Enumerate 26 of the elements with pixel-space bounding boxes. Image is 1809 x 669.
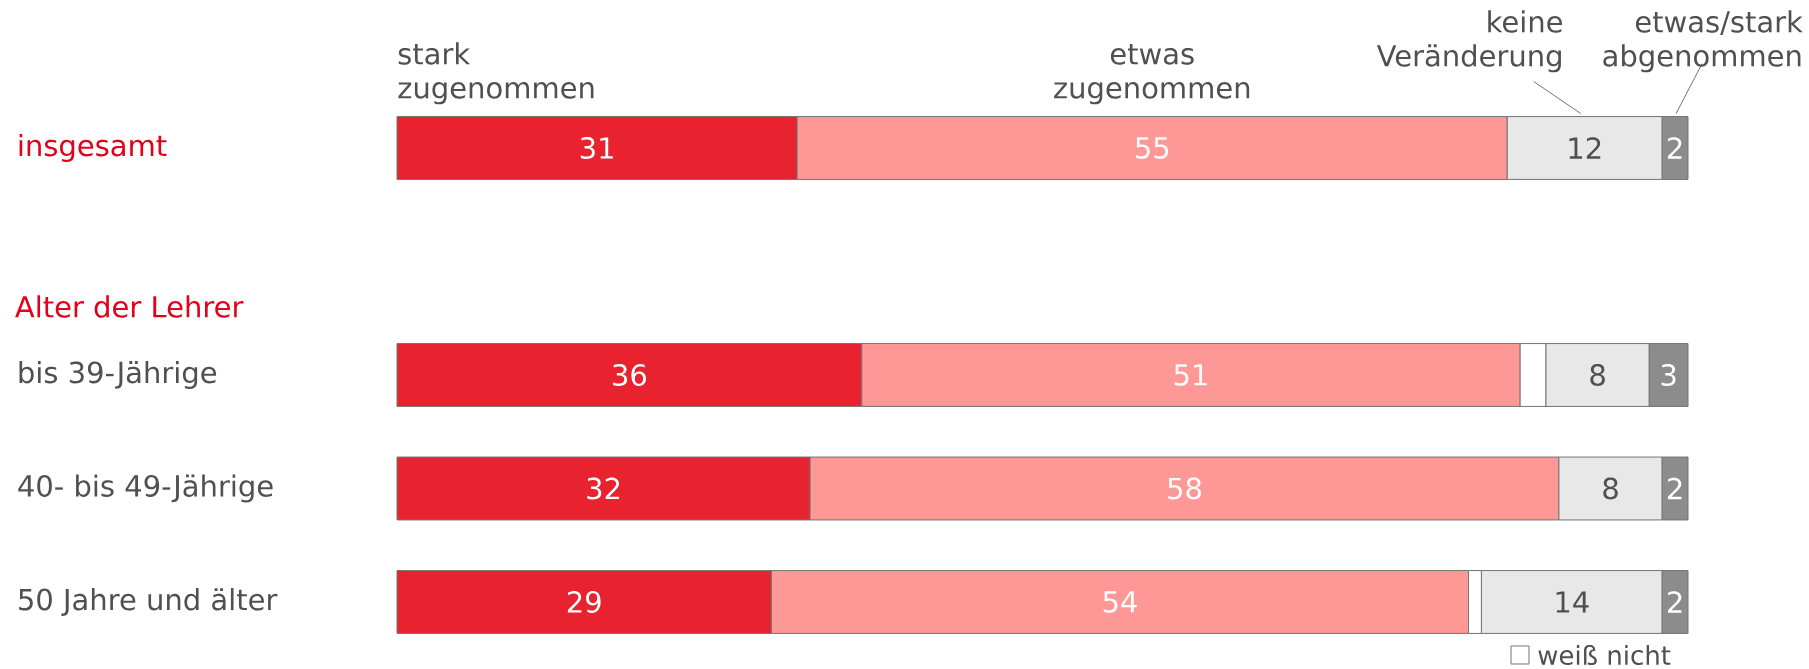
data-label: 2 xyxy=(1667,137,1682,159)
data-label: 51 xyxy=(1174,364,1207,386)
text: etwas/stark abgenommen xyxy=(1603,10,1803,73)
series-label: keine Veränderung xyxy=(1376,10,1562,73)
data-label: 14 xyxy=(1556,591,1589,613)
y-tick-label: bis 39-Jährige xyxy=(19,360,217,390)
data-label: 8 xyxy=(1590,364,1605,386)
data-label: 29 xyxy=(567,591,601,613)
text: Alter der Lehrer xyxy=(15,295,244,318)
y-tick-label: 40- bis 49-Jährige xyxy=(18,474,273,503)
legend-label: weiß nicht xyxy=(1538,644,1671,666)
data-label: 3 xyxy=(1661,364,1676,386)
data-label: 36 xyxy=(613,364,647,386)
y-tick-label: insgesamt xyxy=(19,133,167,163)
data-label: 8 xyxy=(1603,477,1618,500)
series-label: stark zugenommen xyxy=(398,42,594,105)
data-label: 12 xyxy=(1569,137,1601,159)
data-label: 32 xyxy=(587,477,620,500)
data-label: 58 xyxy=(1168,477,1201,500)
series-label: etwas zugenommen xyxy=(1054,43,1250,105)
data-label: 2 xyxy=(1667,477,1682,500)
y-tick-label: 50 Jahre und älter xyxy=(19,588,278,616)
data-label: 2 xyxy=(1667,591,1682,613)
data-label: 55 xyxy=(1136,137,1169,159)
data-label: 54 xyxy=(1103,591,1137,613)
data-label: 31 xyxy=(580,137,613,159)
